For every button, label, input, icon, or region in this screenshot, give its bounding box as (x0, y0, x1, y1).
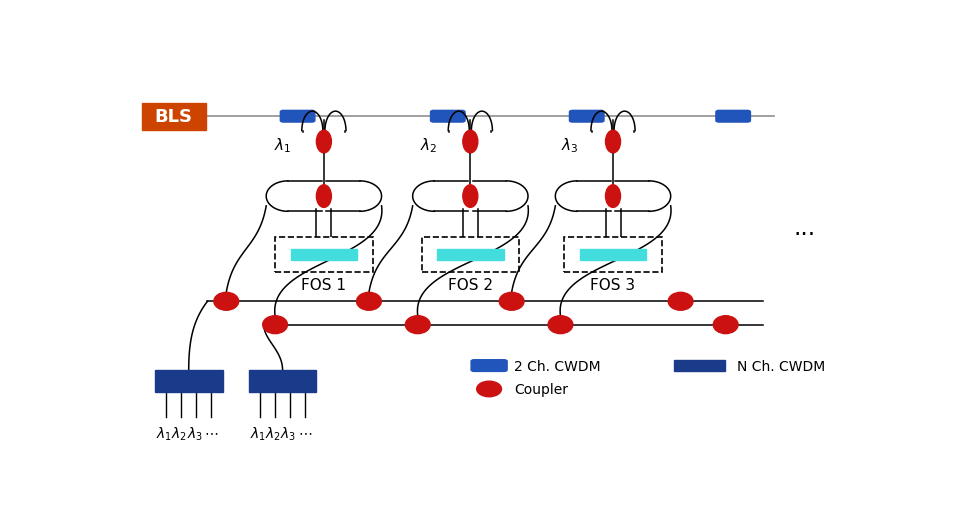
Bar (155, 371, 223, 392)
FancyBboxPatch shape (716, 111, 750, 123)
Text: FOS 1: FOS 1 (301, 278, 346, 292)
Ellipse shape (214, 293, 238, 311)
Bar (141, 104, 205, 131)
Bar (275, 237, 373, 273)
Ellipse shape (316, 131, 331, 154)
Text: $\cdots$: $\cdots$ (298, 424, 312, 438)
Ellipse shape (263, 316, 288, 334)
Ellipse shape (357, 293, 382, 311)
Bar (422, 237, 519, 273)
Text: $\lambda_1$: $\lambda_1$ (156, 424, 172, 442)
Ellipse shape (606, 131, 620, 154)
Ellipse shape (463, 131, 478, 154)
Ellipse shape (713, 316, 738, 334)
Text: FOS 3: FOS 3 (590, 278, 636, 292)
Bar (564, 237, 662, 273)
Text: N Ch. CWDM: N Ch. CWDM (737, 359, 826, 373)
Text: ...: ... (794, 216, 816, 240)
FancyBboxPatch shape (280, 111, 315, 123)
Bar (579, 250, 646, 260)
FancyBboxPatch shape (430, 111, 465, 123)
Text: $\lambda_3$: $\lambda_3$ (187, 424, 203, 442)
Text: FOS 2: FOS 2 (448, 278, 493, 292)
Ellipse shape (669, 293, 693, 311)
Text: $\lambda_1$: $\lambda_1$ (274, 136, 292, 155)
Bar (291, 250, 358, 260)
Text: $\lambda_3$: $\lambda_3$ (561, 136, 578, 155)
Ellipse shape (606, 185, 620, 208)
FancyBboxPatch shape (471, 360, 507, 372)
Ellipse shape (477, 381, 502, 397)
Ellipse shape (405, 316, 430, 334)
Text: $\lambda_2$: $\lambda_2$ (171, 424, 187, 442)
Ellipse shape (316, 185, 331, 208)
Text: $\lambda_1$: $\lambda_1$ (250, 424, 266, 442)
Ellipse shape (499, 293, 524, 311)
FancyBboxPatch shape (570, 111, 604, 123)
Text: BLS: BLS (155, 108, 193, 126)
Text: 2 Ch. CWDM: 2 Ch. CWDM (514, 359, 601, 373)
Text: $\lambda_2$: $\lambda_2$ (265, 424, 281, 442)
Bar (437, 250, 504, 260)
Text: $\cdots$: $\cdots$ (204, 424, 218, 438)
Ellipse shape (548, 316, 573, 334)
Bar (249, 371, 316, 392)
Text: $\lambda_2$: $\lambda_2$ (421, 136, 438, 155)
Ellipse shape (463, 185, 478, 208)
Text: $\lambda_3$: $\lambda_3$ (280, 424, 297, 442)
Bar (673, 360, 725, 372)
Text: Coupler: Coupler (514, 382, 568, 396)
